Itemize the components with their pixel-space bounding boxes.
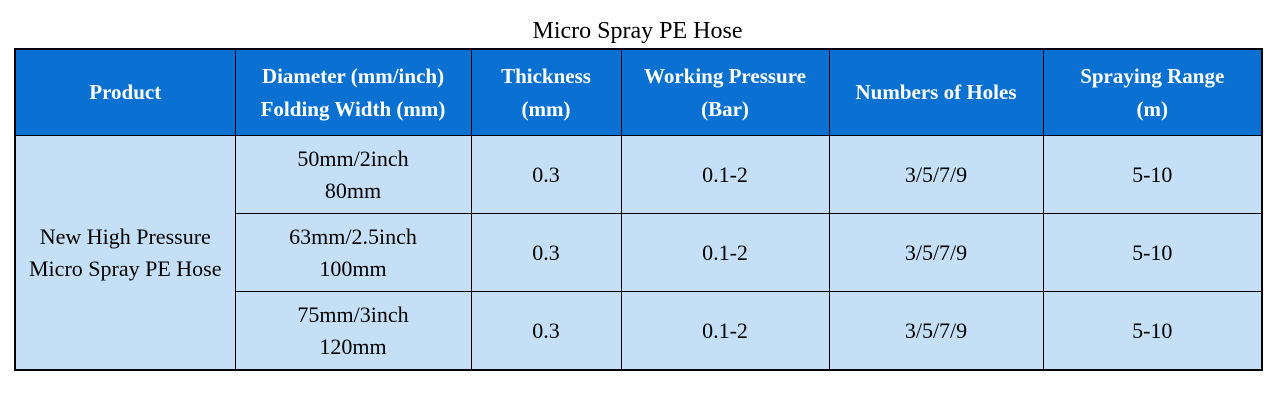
cell-spraying-range: 5-10: [1042, 135, 1263, 214]
table-row: 75mm/3inch 120mm 0.3 0.1-2 3/5/7/9 5-10: [15, 291, 1263, 371]
cell-diameter-value: 75mm/3inch: [297, 301, 409, 327]
cell-working-pressure: 0.1-2: [620, 135, 830, 214]
cell-holes: 3/5/7/9: [828, 213, 1044, 292]
header-working-pressure-line2: (Bar): [701, 96, 749, 121]
header-holes: Numbers of Holes: [828, 48, 1044, 136]
cell-thickness: 0.3: [470, 213, 622, 292]
cell-diameter: 75mm/3inch 120mm: [234, 291, 472, 371]
header-diameter-line1: Diameter (mm/inch): [261, 63, 445, 88]
header-product: Product: [14, 48, 236, 136]
cell-diameter-value: 63mm/2.5inch: [289, 223, 417, 249]
cell-diameter-value: 50mm/2inch: [297, 145, 409, 171]
spec-table: Product Diameter (mm/inch) Folding Width…: [14, 48, 1263, 371]
cell-holes: 3/5/7/9: [828, 135, 1044, 214]
cell-thickness: 0.3: [470, 291, 622, 371]
cell-folding-width-value: 80mm: [324, 177, 382, 203]
cell-folding-width-value: 100mm: [319, 255, 387, 281]
header-holes-line1: Numbers of Holes: [855, 80, 1017, 105]
cell-working-pressure: 0.1-2: [620, 291, 830, 371]
header-spraying-range: Spraying Range (m): [1042, 48, 1263, 136]
header-thickness: Thickness (mm): [470, 48, 622, 136]
header-working-pressure-line1: Working Pressure: [644, 63, 806, 88]
header-thickness-line1: Thickness: [501, 63, 591, 88]
cell-folding-width-value: 120mm: [319, 333, 387, 359]
cell-spraying-range: 5-10: [1042, 291, 1263, 371]
cell-holes: 3/5/7/9: [828, 291, 1044, 371]
header-product-line1: Product: [89, 80, 162, 105]
cell-diameter: 63mm/2.5inch 100mm: [234, 213, 472, 292]
header-spraying-range-line1: Spraying Range: [1080, 63, 1225, 88]
header-diameter-line2: Folding Width (mm): [260, 96, 446, 121]
cell-spraying-range: 5-10: [1042, 213, 1263, 292]
header-spraying-range-line2: (m): [1136, 96, 1168, 121]
header-thickness-line2: (mm): [521, 96, 571, 121]
table-row: New High Pressure Micro Spray PE Hose 50…: [14, 135, 1263, 371]
cell-product-name: New High Pressure Micro Spray PE Hose: [14, 135, 236, 371]
header-diameter: Diameter (mm/inch) Folding Width (mm): [234, 48, 472, 136]
cell-working-pressure: 0.1-2: [620, 213, 830, 292]
cell-thickness: 0.3: [470, 135, 622, 214]
header-working-pressure: Working Pressure (Bar): [620, 48, 830, 136]
table-row: 63mm/2.5inch 100mm 0.3 0.1-2 3/5/7/9 5-1…: [15, 213, 1263, 292]
page-title: Micro Spray PE Hose: [532, 18, 743, 44]
table-header-row: Product Diameter (mm/inch) Folding Width…: [14, 48, 1263, 136]
cell-diameter: 50mm/2inch 80mm: [234, 135, 472, 214]
